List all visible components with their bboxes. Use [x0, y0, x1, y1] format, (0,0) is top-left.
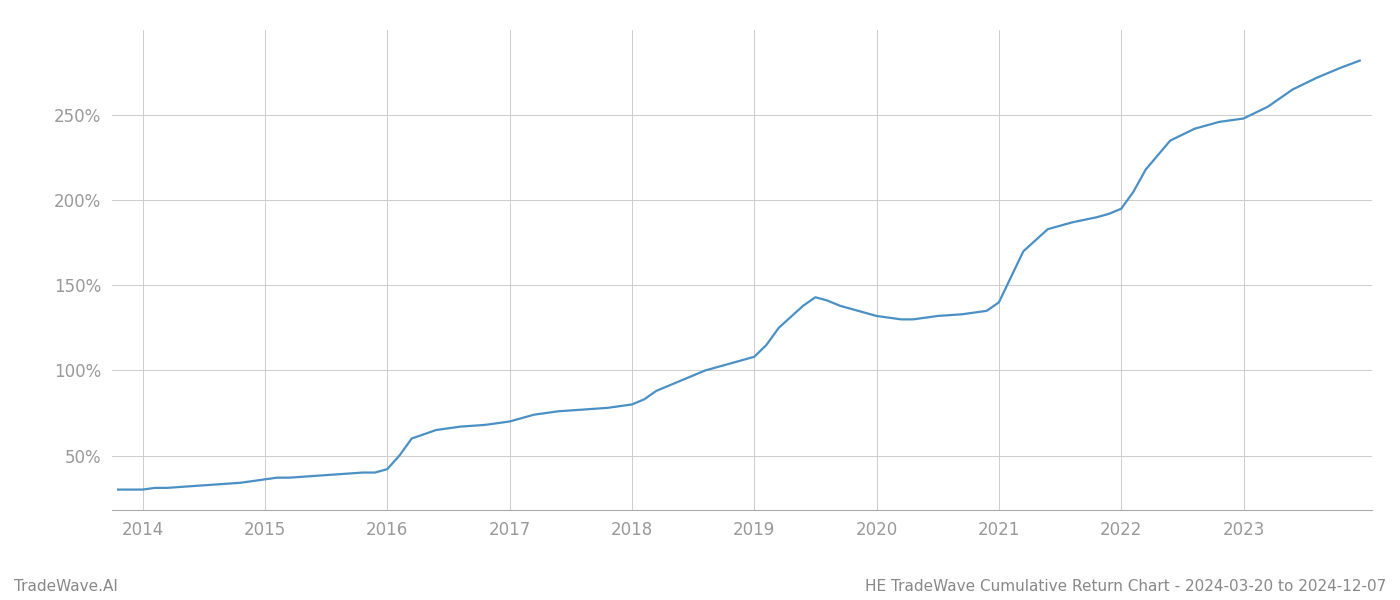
- Text: TradeWave.AI: TradeWave.AI: [14, 579, 118, 594]
- Text: HE TradeWave Cumulative Return Chart - 2024-03-20 to 2024-12-07: HE TradeWave Cumulative Return Chart - 2…: [865, 579, 1386, 594]
